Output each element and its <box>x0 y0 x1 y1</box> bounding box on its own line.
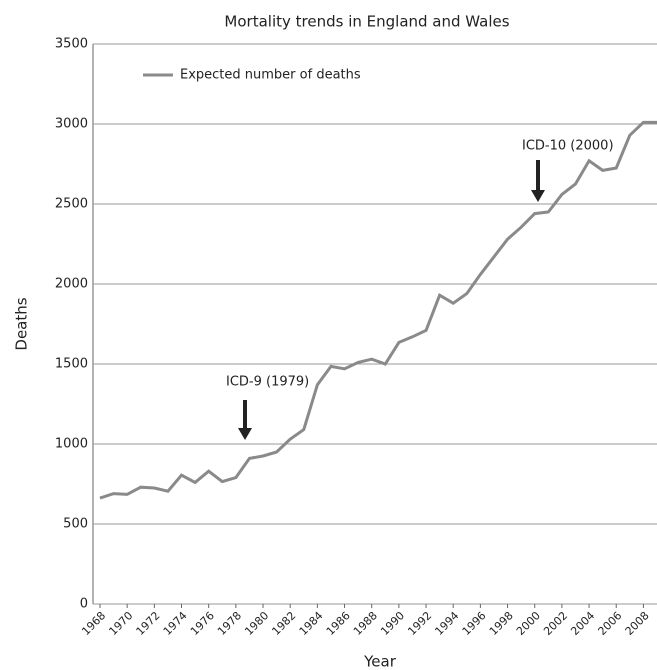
x-tick-label: 1974 <box>161 609 190 638</box>
chart-title: Mortality trends in England and Wales <box>224 13 509 31</box>
x-tick-label: 1978 <box>215 609 244 638</box>
x-tick-label: 1968 <box>79 609 108 638</box>
x-tick-label: 1972 <box>134 609 163 638</box>
x-tick-label: 1984 <box>297 609 326 638</box>
y-tick-label: 1000 <box>55 437 88 452</box>
annotation-arrow <box>238 400 252 440</box>
x-axis-label: Year <box>363 653 397 670</box>
annotation-arrow <box>531 160 545 202</box>
x-tick-label: 1992 <box>405 609 434 638</box>
x-tick-label: 2002 <box>541 609 570 638</box>
y-tick-label: 3000 <box>55 117 88 132</box>
x-tick-label: 1994 <box>432 609 461 638</box>
x-tick-label: 1988 <box>351 609 380 638</box>
x-tick-label: 2004 <box>568 609 597 638</box>
line-series <box>99 120 657 500</box>
x-tick-label: 1970 <box>106 609 135 638</box>
annotation: ICD-9 (1979) <box>226 375 309 390</box>
x-tick-label: 2000 <box>514 609 543 638</box>
x-tick-label: 1980 <box>242 609 271 638</box>
y-tick-label: 1500 <box>55 357 88 372</box>
y-tick-label: 3500 <box>55 37 88 52</box>
y-tick-label: 2500 <box>55 197 88 212</box>
x-tick-label: 2006 <box>595 609 624 638</box>
x-tick-label: 1996 <box>460 609 489 638</box>
x-tick-label: 1982 <box>269 609 298 638</box>
x-tick-label: 1998 <box>487 609 516 638</box>
y-axis-label: Deaths <box>13 297 31 350</box>
x-tick-label: 1976 <box>188 609 217 638</box>
x-tick-label: 1990 <box>378 609 407 638</box>
annotation: ICD-10 (2000) <box>522 139 614 154</box>
y-tick-label: 0 <box>80 597 88 612</box>
legend-label: Expected number of deaths <box>180 68 361 83</box>
x-tick-label: 2008 <box>623 609 652 638</box>
y-tick-label: 500 <box>63 517 88 532</box>
x-tick-label: 1986 <box>324 609 353 638</box>
y-tick-label: 2000 <box>55 277 88 292</box>
